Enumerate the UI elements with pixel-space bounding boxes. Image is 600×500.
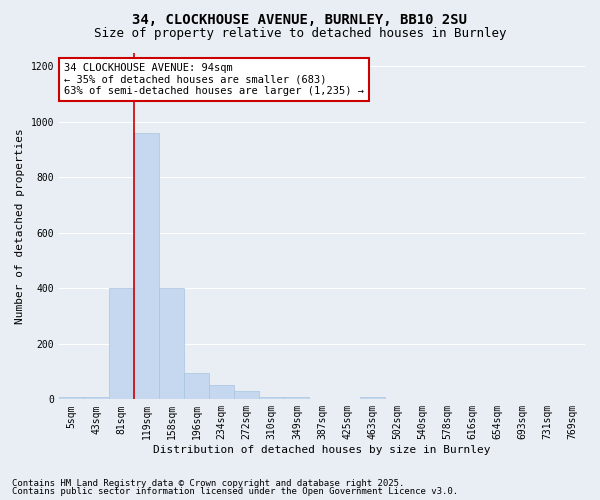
Bar	[159, 288, 184, 400]
Bar	[359, 397, 385, 400]
Text: 34 CLOCKHOUSE AVENUE: 94sqm
← 35% of detached houses are smaller (683)
63% of se: 34 CLOCKHOUSE AVENUE: 94sqm ← 35% of det…	[64, 63, 364, 96]
X-axis label: Distribution of detached houses by size in Burnley: Distribution of detached houses by size …	[153, 445, 491, 455]
Text: Contains HM Land Registry data © Crown copyright and database right 2025.: Contains HM Land Registry data © Crown c…	[12, 478, 404, 488]
Bar	[184, 373, 209, 400]
Text: Contains public sector information licensed under the Open Government Licence v3: Contains public sector information licen…	[12, 487, 458, 496]
Bar	[134, 133, 159, 400]
Bar	[259, 397, 284, 400]
Bar	[284, 397, 310, 400]
Text: 34, CLOCKHOUSE AVENUE, BURNLEY, BB10 2SU: 34, CLOCKHOUSE AVENUE, BURNLEY, BB10 2SU	[133, 12, 467, 26]
Bar	[109, 288, 134, 400]
Bar	[209, 386, 234, 400]
Bar	[84, 397, 109, 400]
Bar	[59, 397, 84, 400]
Bar	[234, 391, 259, 400]
Text: Size of property relative to detached houses in Burnley: Size of property relative to detached ho…	[94, 28, 506, 40]
Y-axis label: Number of detached properties: Number of detached properties	[15, 128, 25, 324]
